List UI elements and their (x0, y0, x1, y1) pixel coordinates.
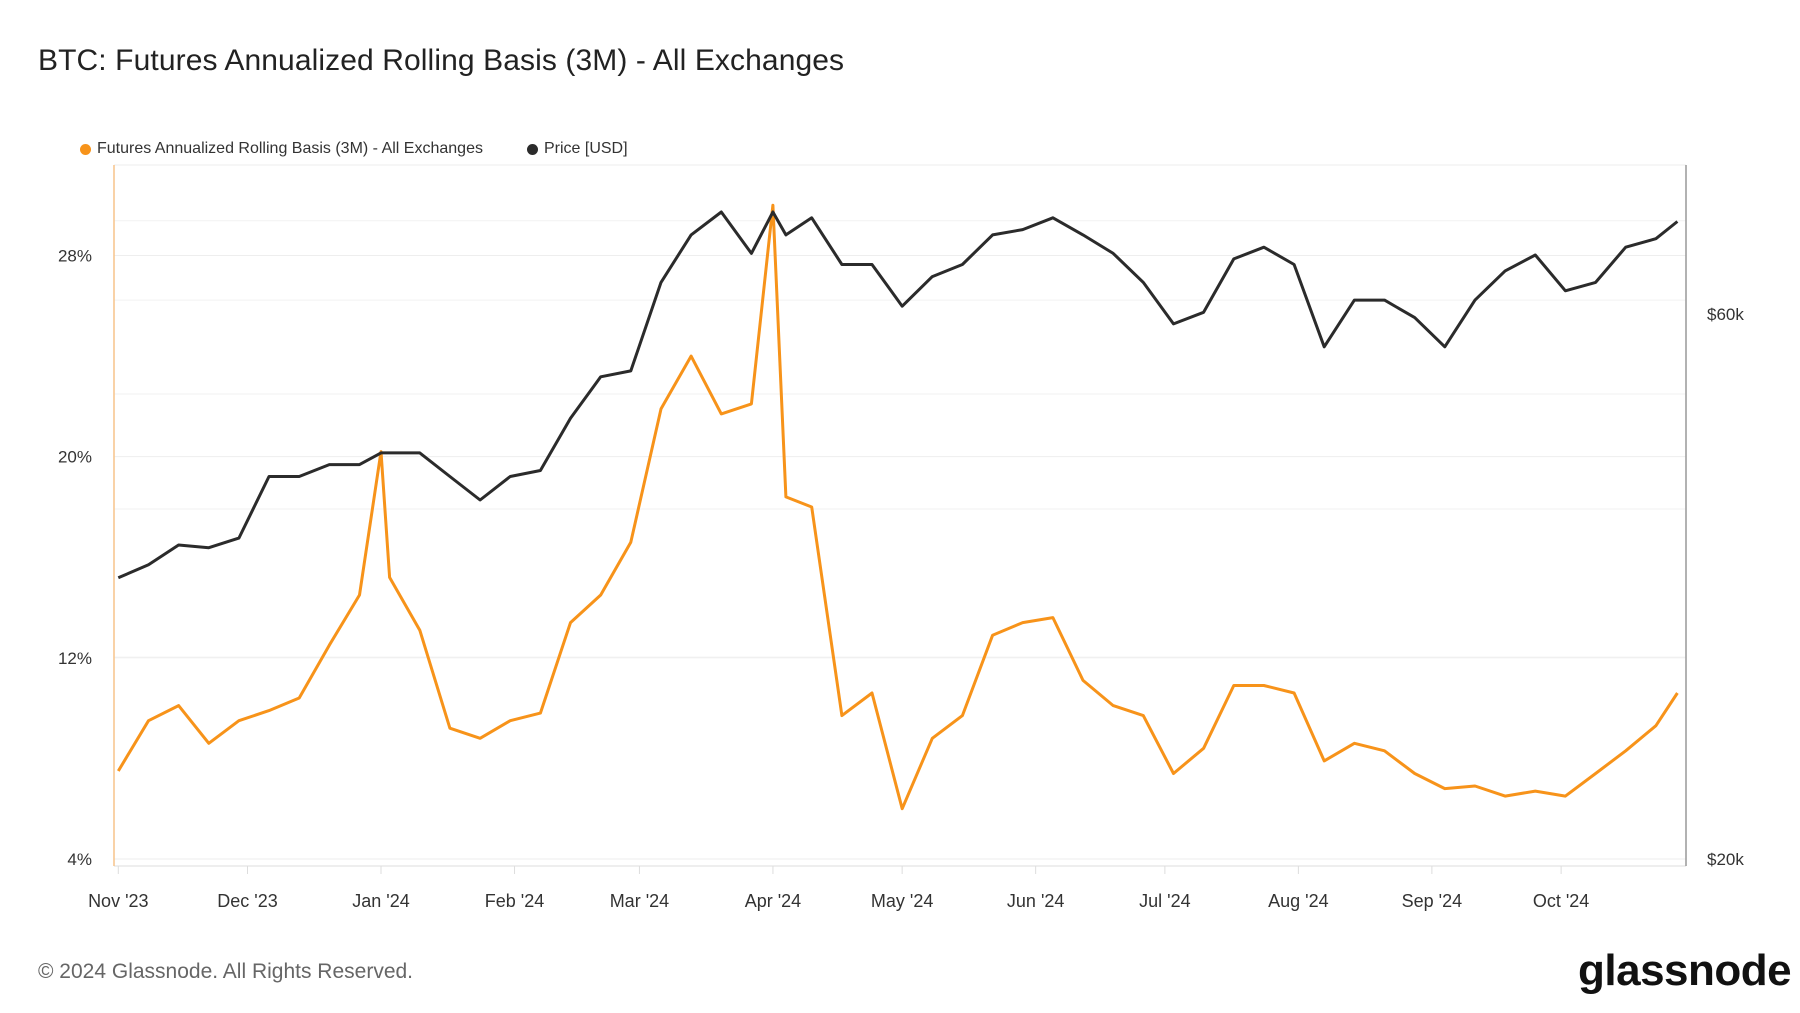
legend-dot-basis (80, 143, 91, 155)
x-tick-label: Nov '23 (88, 891, 148, 911)
x-tick-label: Jun '24 (1007, 891, 1064, 911)
x-tick-label: Sep '24 (1402, 891, 1463, 911)
x-tick-label: May '24 (871, 891, 933, 911)
y-tick-label-left: 4% (67, 850, 92, 869)
legend-label-price: Price [USD] (543, 140, 628, 157)
legend-item-price[interactable]: Price [USD] (526, 140, 628, 158)
legend-label-basis: Futures Annualized Rolling Basis (3M) - … (97, 140, 483, 157)
y-tick-label-left: 20% (58, 448, 92, 467)
x-tick-label: Aug '24 (1268, 891, 1329, 911)
y-tick-label-right: $60k (1707, 305, 1744, 324)
chart-title: BTC: Futures Annualized Rolling Basis (3… (38, 44, 845, 77)
y-tick-label-right: $20k (1707, 850, 1744, 869)
y-tick-label-left: 12% (58, 649, 92, 668)
y-tick-label-left: 28% (58, 247, 92, 266)
legend-dot-price (526, 143, 538, 155)
copyright-text: © 2024 Glassnode. All Rights Reserved. (38, 960, 414, 983)
price-series-line (117, 210, 1679, 580)
x-tick-label: Jan '24 (352, 891, 409, 911)
legend: Futures Annualized Rolling Basis (3M) - … (80, 140, 628, 158)
x-tick-label: Jul '24 (1139, 891, 1190, 911)
x-tick-label: Dec '23 (217, 891, 277, 911)
x-tick-label: Apr '24 (745, 891, 801, 911)
x-tick-label: Mar '24 (610, 891, 669, 911)
x-tick-label: Oct '24 (1533, 891, 1589, 911)
basis-series-line (117, 203, 1679, 811)
glassnode-logo: glassnode (1578, 946, 1792, 995)
legend-item-basis[interactable]: Futures Annualized Rolling Basis (3M) - … (80, 140, 483, 158)
x-tick-label: Feb '24 (485, 891, 544, 911)
